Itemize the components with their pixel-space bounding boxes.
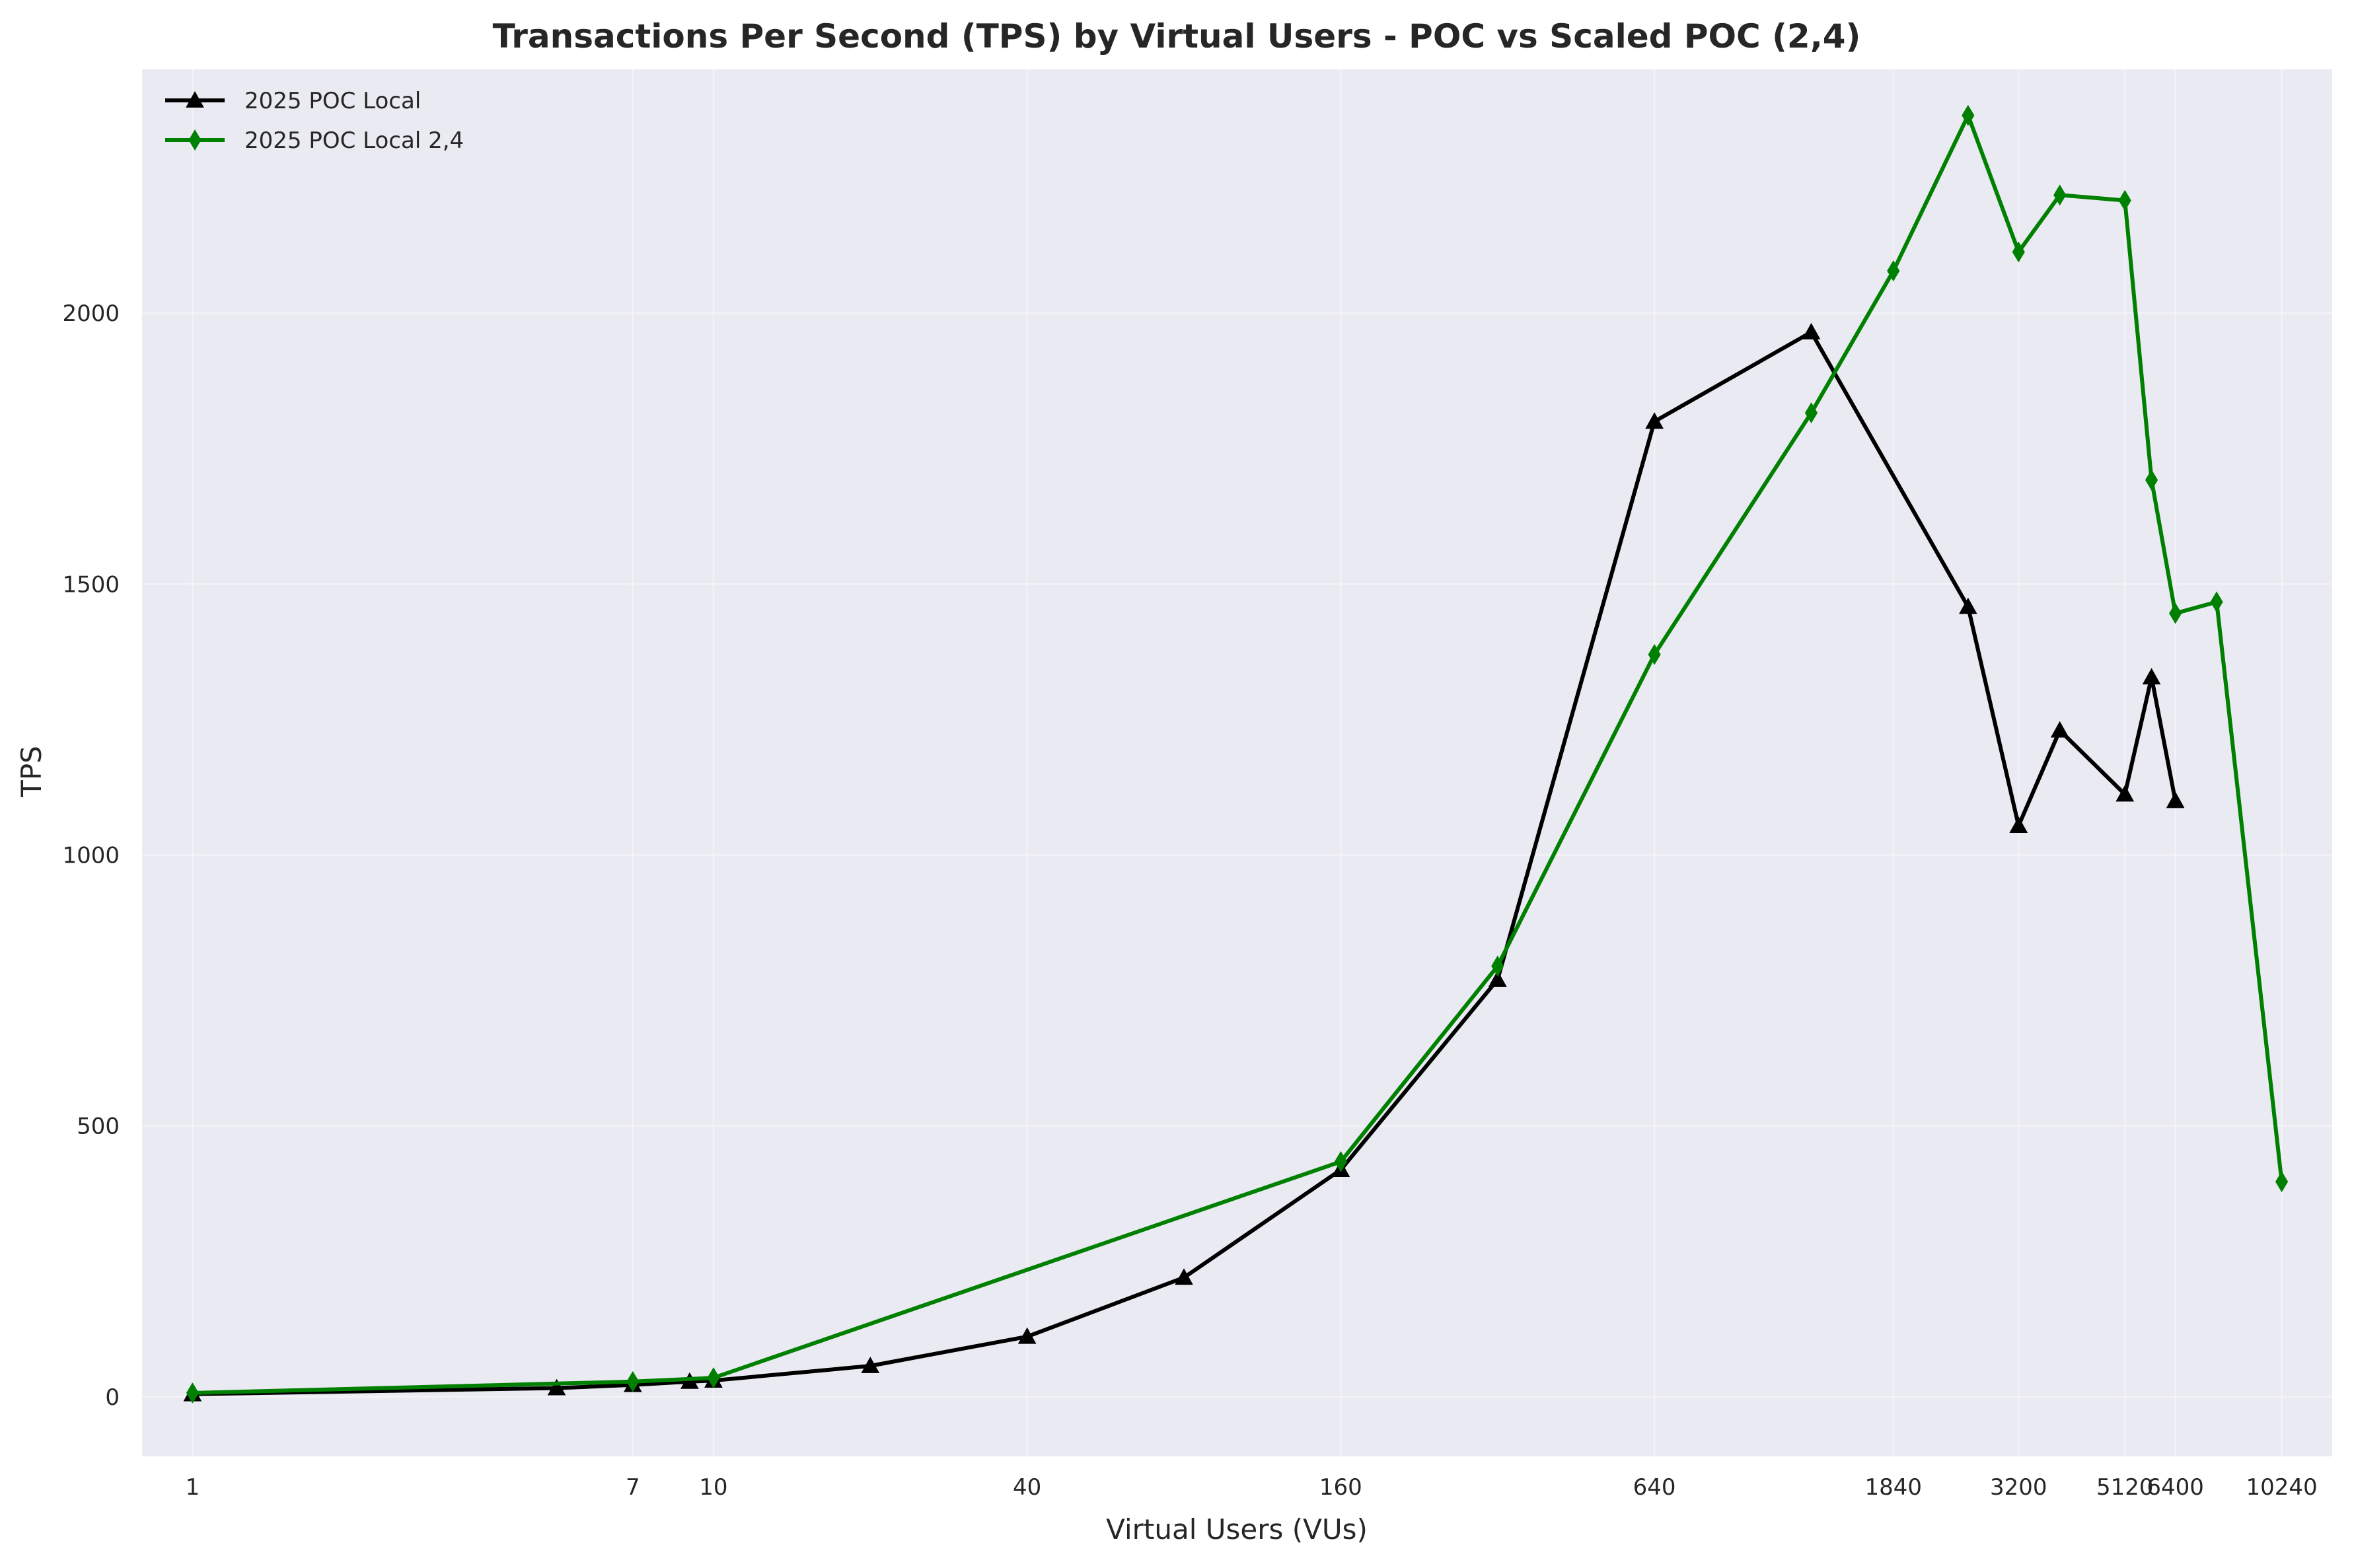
x-tick-label: 10	[699, 1474, 727, 1501]
x-axis-label: Virtual Users (VUs)	[1106, 1513, 1368, 1546]
y-tick-label: 500	[77, 1114, 120, 1140]
series-line	[190, 113, 2284, 1395]
data-point	[1962, 104, 1975, 126]
chart-title: Transactions Per Second (TPS) by Virtual…	[493, 17, 1861, 55]
x-tick-label: 1	[186, 1474, 200, 1501]
data-point	[2115, 785, 2135, 802]
data-point	[2050, 721, 2069, 738]
data-point	[2053, 184, 2067, 206]
y-tick-label: 1500	[62, 571, 120, 598]
y-tick-label: 0	[105, 1384, 120, 1411]
data-point	[2009, 816, 2028, 834]
legend-entry: 2025 POC Local 2,4	[165, 127, 464, 154]
data-point	[626, 1371, 640, 1392]
data-point	[1334, 1151, 1347, 1172]
data-point	[2142, 668, 2161, 685]
data-point	[2145, 469, 2158, 491]
data-point	[1645, 412, 1664, 429]
data-point	[1491, 955, 1504, 977]
plot-area	[142, 69, 2332, 1456]
legend: 2025 POC Local 2025 POC Local 2,4	[165, 88, 464, 154]
legend-marker	[186, 90, 204, 108]
y-tick-label: 1000	[62, 842, 120, 869]
data-point	[2012, 241, 2025, 263]
data-point	[2166, 791, 2185, 808]
x-tick-label: 640	[1633, 1474, 1676, 1501]
x-tick-label: 6400	[2147, 1474, 2204, 1501]
data-point	[1959, 597, 1977, 614]
legend-marker	[188, 129, 202, 151]
x-tick-label: 3200	[1990, 1474, 2047, 1501]
x-tick-label: 40	[1013, 1474, 1041, 1501]
x-tick-label: 1840	[1864, 1474, 1922, 1501]
data-point	[1175, 1268, 1193, 1285]
data-point	[707, 1367, 720, 1389]
x-tick-label: 5120	[2096, 1474, 2154, 1501]
data-point	[1488, 970, 1507, 987]
legend-label: 2025 POC Local	[244, 88, 421, 114]
y-axis-label: TPS	[15, 746, 48, 798]
x-tick-label: 7	[626, 1474, 640, 1501]
data-point	[1887, 260, 1900, 282]
series-1	[183, 322, 2185, 1402]
y-tick-label: 2000	[62, 301, 120, 327]
grid-lines	[142, 69, 2332, 1456]
data-point	[2210, 591, 2223, 613]
data-point	[1017, 1327, 1037, 1344]
legend-entry: 2025 POC Local	[165, 88, 421, 114]
data-point	[1802, 322, 1821, 339]
data-point	[547, 1378, 566, 1396]
data-point	[2169, 602, 2182, 624]
data-point	[1648, 643, 1661, 665]
data-point	[1804, 402, 1818, 424]
x-tick-label: 10240	[2246, 1474, 2317, 1501]
series-line	[190, 330, 2178, 1396]
series-layer	[183, 104, 2289, 1404]
data-point	[186, 1382, 199, 1404]
legend-label: 2025 POC Local 2,4	[244, 127, 464, 154]
series-2	[186, 104, 2289, 1404]
data-point	[2275, 1171, 2289, 1193]
data-point	[2118, 190, 2131, 211]
data-point	[861, 1356, 880, 1373]
x-tick-label: 160	[1319, 1474, 1362, 1501]
